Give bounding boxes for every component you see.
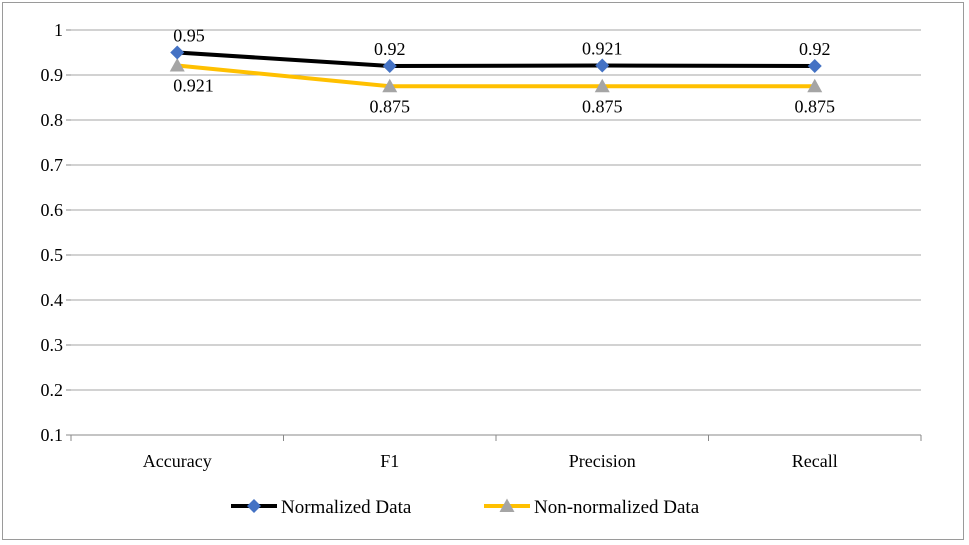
data-label: 0.875: [582, 96, 623, 116]
x-tick-label: Recall: [792, 451, 838, 471]
data-label: 0.921: [173, 76, 214, 96]
series-line-2: [177, 63, 815, 89]
axes: 0.1 0.2 0.3 0.4 0.5 0.6 0.7 0.8 0.9 1 Accuracy F1 Pr…: [41, 20, 922, 471]
x-tick-label: Precision: [569, 451, 636, 471]
legend-marker-triangle: [499, 498, 515, 512]
data-point-diamond: [807, 59, 822, 73]
gridlines: [71, 29, 921, 391]
data-point-triangle: [594, 78, 610, 93]
data-point-diamond: [382, 59, 397, 73]
legend-label: Normalized Data: [281, 497, 412, 518]
data-label: 0.92: [374, 39, 406, 59]
y-tick-label: 0.6: [41, 200, 64, 220]
series-line-1: [177, 50, 815, 68]
series-lines: [177, 50, 815, 89]
data-label: 0.95: [173, 26, 205, 46]
data-point-triangle: [807, 78, 823, 93]
data-label: 0.921: [582, 39, 623, 59]
data-point-diamond: [170, 45, 185, 60]
y-tick-label: 1: [54, 20, 63, 40]
y-tick-label: 0.7: [41, 155, 64, 175]
y-tick-label: 0.3: [41, 335, 64, 355]
data-label: 0.875: [795, 96, 836, 116]
legend: Normalized Data Non-normalized Data: [231, 497, 700, 518]
y-tick-label: 0.4: [41, 290, 64, 310]
x-tick-label: F1: [380, 451, 399, 471]
data-label: 0.92: [799, 39, 831, 59]
x-tick-label: Accuracy: [143, 451, 212, 471]
y-tick-label: 0.9: [41, 65, 64, 85]
legend-label: Non-normalized Data: [534, 497, 700, 518]
y-tick-label: 0.5: [41, 245, 64, 265]
series-markers: [169, 45, 823, 93]
data-point-triangle: [169, 58, 185, 72]
data-labels: 0.95 0.92 0.921 0.92 0.921 0.875 0.875 0.875: [173, 26, 835, 117]
y-tick-label: 0.8: [41, 110, 64, 130]
line-chart: 0.1 0.2 0.3 0.4 0.5 0.6 0.7 0.8 0.9 1 Accuracy F1 Pr…: [41, 20, 922, 518]
data-label: 0.875: [370, 96, 411, 116]
legend-marker-diamond: [247, 499, 261, 513]
y-tick-label: 0.1: [41, 425, 64, 445]
data-point-diamond: [595, 58, 610, 73]
y-tick-label: 0.2: [41, 380, 64, 400]
data-point-triangle: [382, 78, 398, 93]
